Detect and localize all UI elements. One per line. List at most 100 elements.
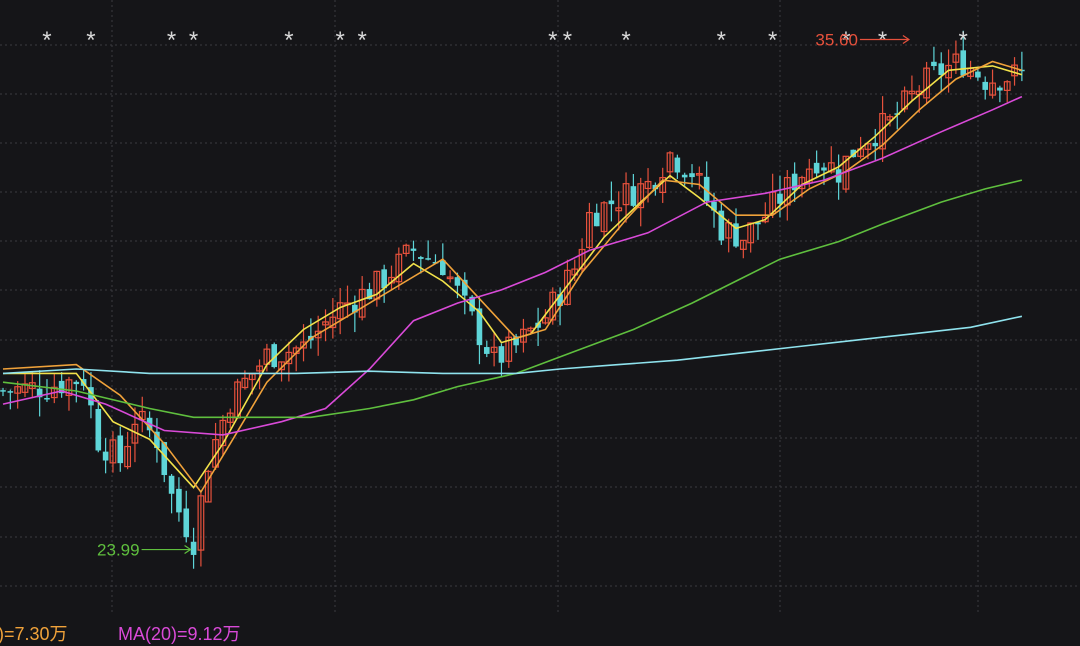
event-star: *: [717, 27, 726, 54]
candle-down: [821, 167, 827, 171]
candle-down: [718, 210, 725, 241]
candle-up: [197, 495, 205, 551]
ma-line-3: [2, 95, 1023, 436]
candle-up: [65, 379, 73, 397]
candle-down: [674, 157, 681, 173]
candle-up: [402, 244, 410, 254]
candle-down: [975, 71, 981, 78]
candle-up: [637, 183, 645, 209]
candle-down: [0, 390, 6, 392]
candle-down: [117, 435, 124, 464]
candle-up: [695, 172, 703, 176]
candle-down: [703, 176, 710, 201]
event-star: *: [167, 27, 176, 54]
candle-down: [454, 277, 461, 286]
candle-down: [872, 142, 879, 147]
event-star: *: [841, 27, 850, 54]
candle-down: [73, 381, 80, 385]
candle-down: [835, 169, 842, 183]
candle-up: [322, 321, 329, 326]
candle-down: [681, 174, 688, 178]
event-star: *: [548, 27, 557, 54]
candle-down: [982, 81, 989, 90]
candle-up: [14, 386, 22, 394]
candle-up: [622, 183, 630, 206]
candle-up: [109, 439, 117, 464]
event-star: *: [768, 27, 777, 54]
candle-down: [498, 346, 505, 363]
candle-up: [827, 162, 835, 173]
candle-down: [997, 87, 1003, 91]
event-star: *: [189, 27, 198, 54]
candle-up: [615, 207, 623, 212]
candle-down: [931, 61, 937, 67]
annotation-arrowhead: [902, 35, 911, 45]
event-star: *: [878, 27, 887, 54]
candle-down: [154, 431, 160, 449]
ma-line-1: [3, 65, 1023, 489]
candle-up: [256, 365, 263, 372]
candle-down: [425, 258, 431, 260]
candle-down: [630, 186, 637, 206]
candle-down: [352, 304, 358, 313]
candle-down: [7, 391, 14, 393]
event-star: *: [621, 27, 630, 54]
candle-down: [44, 397, 50, 400]
volume-legend: )=7.30万 MA(20)=9.12万: [0, 618, 1080, 644]
candle-up: [21, 383, 29, 393]
candle-down: [95, 409, 102, 451]
candle-up: [666, 152, 674, 173]
candle-down: [1019, 69, 1025, 72]
candle-up: [945, 64, 952, 79]
low-price-label: 23.99: [97, 541, 140, 560]
candle-down: [440, 260, 446, 276]
candle-down: [938, 63, 945, 76]
candle-up: [336, 302, 344, 320]
candle-up: [1003, 81, 1011, 91]
candle-up: [505, 336, 513, 362]
candle-down: [461, 279, 468, 296]
candle-down: [176, 488, 182, 513]
candle-down: [755, 222, 761, 225]
candle-up: [490, 346, 498, 353]
candle-down: [381, 269, 387, 289]
candle-up: [585, 211, 593, 248]
candle-down: [410, 248, 417, 251]
high-price-label: 35.60: [815, 31, 858, 50]
candle-up: [564, 269, 571, 306]
candle-up: [395, 253, 403, 283]
candle-up: [952, 53, 960, 63]
candle-down: [366, 289, 373, 300]
candle-up: [204, 470, 212, 503]
candle-up: [864, 143, 872, 150]
candle-down: [791, 173, 798, 191]
candle-up: [446, 276, 454, 280]
candle-down: [689, 173, 695, 178]
candle-up: [578, 248, 586, 270]
candle-down: [190, 541, 197, 555]
candle-up: [739, 239, 747, 250]
candle-down: [733, 223, 739, 247]
event-star: *: [42, 27, 51, 54]
candle-down: [711, 201, 717, 211]
annotation-arrowhead: [184, 545, 192, 555]
candle-down: [58, 380, 65, 394]
candle-up: [329, 316, 337, 329]
candle-down: [483, 347, 490, 354]
event-star: *: [357, 27, 366, 54]
candle-down: [476, 308, 483, 346]
candle-down: [850, 149, 857, 158]
candle-down: [36, 388, 43, 398]
candle-down: [813, 162, 820, 174]
candle-down: [557, 294, 563, 306]
ma-line-5: [2, 315, 1023, 375]
candle-up: [358, 288, 366, 318]
event-star: *: [336, 27, 345, 54]
candle-up: [549, 291, 557, 321]
event-star: *: [284, 27, 293, 54]
volume-ma20-label: MA(20)=9.12万: [118, 624, 241, 644]
candle-down: [418, 257, 424, 259]
candle-down: [593, 212, 600, 227]
candle-up: [300, 341, 307, 349]
candle-up: [1011, 64, 1018, 77]
